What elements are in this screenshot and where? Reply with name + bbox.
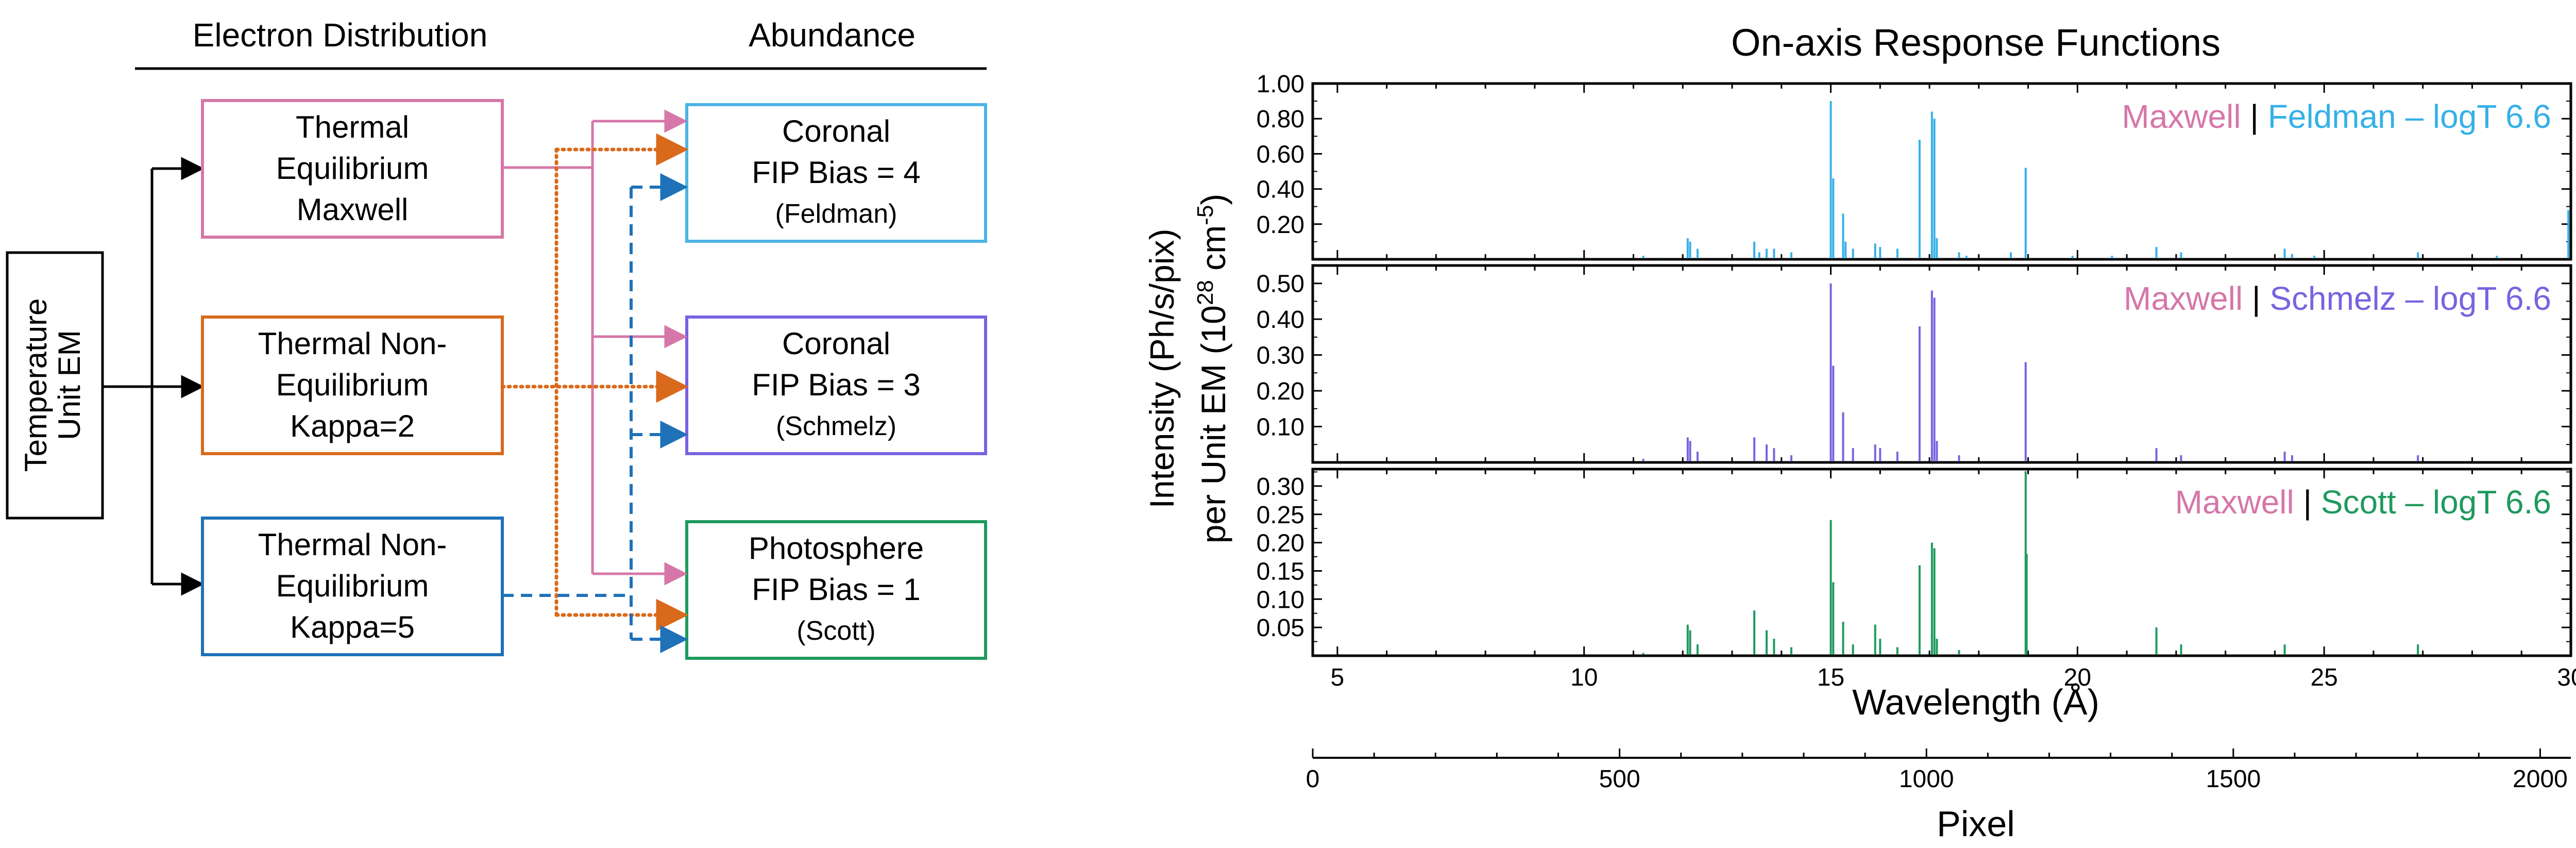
x-tick-label: 5 <box>1331 664 1345 691</box>
pixel-tick-label: 2000 <box>2513 766 2568 793</box>
y-tick-label: 0.10 <box>1257 586 1304 613</box>
maxwell-line1: Thermal <box>296 110 409 144</box>
panel-legend: Maxwell | Scott – logT 6.6 <box>2175 484 2551 521</box>
spectrum-1 <box>1573 101 2570 258</box>
kappa2-line3: Kappa=2 <box>290 409 415 443</box>
y-tick-label: 0.50 <box>1257 271 1304 298</box>
flow-diagram: Electron Distribution Abundance Temperat… <box>6 16 987 660</box>
kappa2-line2: Equilibrium <box>276 368 429 402</box>
feldman-line2: FIP Bias = 4 <box>752 155 920 190</box>
maxwell-connectors <box>502 109 688 586</box>
response-chart: On-axis Response Functions Intensity (Ph… <box>1143 21 2576 844</box>
feldman-line1: Coronal <box>782 114 890 148</box>
y-tick-label: 0.40 <box>1257 176 1304 204</box>
y-tick-label: 0.20 <box>1257 378 1304 405</box>
y-tick-label: 1.00 <box>1257 71 1304 98</box>
y-axis-label-line2: per Unit EM (1028 cm-5) <box>1193 194 1232 544</box>
schmelz-line3: (Schmelz) <box>776 411 896 441</box>
x-tick-label: 30 <box>2557 664 2576 691</box>
y-axis-label: Intensity (Ph/s/pix) per Unit EM (1028 c… <box>1143 194 1232 544</box>
y-tick-label: 0.30 <box>1257 342 1304 370</box>
kappa5-connectors <box>502 173 688 653</box>
legend-maxwell: Maxwell <box>2175 484 2303 521</box>
legend-maxwell: Maxwell <box>2122 98 2250 135</box>
y-tick-label: 0.25 <box>1257 502 1304 529</box>
panel-1: 0.20 0.40 0.60 0.80 1.00 Maxwell | Feldman – … <box>1257 71 2572 261</box>
header-electron-distribution: Electron Distribution <box>193 16 488 54</box>
x-axis: 5 10 15 20 25 30 <box>1331 664 2576 691</box>
y-tick-label: 0.20 <box>1257 530 1304 557</box>
y-axis-label-line1: Intensity (Ph/s/pix) <box>1143 229 1181 509</box>
legend-separator: | <box>2250 98 2267 135</box>
source-label-line2: Unit EM <box>52 330 87 440</box>
x-axis-label: Wavelength (Å) <box>1852 682 2099 722</box>
pixel-axis: 0 500 1000 1500 2000 <box>1306 749 2571 793</box>
distribution-kappa2: Thermal Non- Equilibrium Kappa=2 <box>201 315 504 455</box>
y-tick-label: 0.05 <box>1257 614 1304 642</box>
source-branches <box>103 157 205 596</box>
chart-title: On-axis Response Functions <box>1731 21 2221 64</box>
x-tick-label: 20 <box>2064 664 2091 691</box>
panel-3: 0.050.100.150.200.250.30 Maxwell | Scott … <box>1257 468 2572 657</box>
x-tick-label: 15 <box>1817 664 1844 691</box>
spectrum-3 <box>1642 471 2419 655</box>
pixel-tick-label: 1500 <box>2206 766 2261 793</box>
legend-separator: | <box>2303 484 2321 521</box>
pixel-tick-label: 0 <box>1306 766 1320 793</box>
distribution-maxwell: Thermal Equilibrium Maxwell <box>201 99 504 239</box>
schmelz-line2: FIP Bias = 3 <box>752 368 920 402</box>
y-tick-label: 0.30 <box>1257 473 1304 501</box>
panels: 0.20 0.40 0.60 0.80 1.00 Maxwell | Feldman – … <box>1257 71 2572 657</box>
legend-series: Scott – logT 6.6 <box>2321 484 2551 521</box>
pixel-tick-label: 1000 <box>1899 766 1954 793</box>
kappa5-line2: Equilibrium <box>276 569 429 603</box>
feldman-line3: (Feldman) <box>775 199 897 229</box>
y-tick-label: 0.40 <box>1257 306 1304 334</box>
y-tick-label: 0.20 <box>1257 211 1304 239</box>
legend-series: Schmelz – logT 6.6 <box>2269 280 2551 317</box>
x-tick-label: 25 <box>2310 664 2337 691</box>
distribution-kappa5: Thermal Non- Equilibrium Kappa=5 <box>201 517 504 656</box>
maxwell-line3: Maxwell <box>297 192 409 227</box>
kappa5-line3: Kappa=5 <box>290 610 415 644</box>
pixel-tick-label: 500 <box>1599 766 1640 793</box>
scott-line1: Photosphere <box>749 531 924 566</box>
legend-series: Feldman – logT 6.6 <box>2268 98 2551 135</box>
x-tick-label: 10 <box>1570 664 1598 691</box>
pixel-axis-label: Pixel <box>1937 804 2015 844</box>
panel-frame <box>1311 264 2572 464</box>
schmelz-line1: Coronal <box>782 326 890 361</box>
kappa5-line1: Thermal Non- <box>258 527 447 562</box>
abundance-schmelz: Coronal FIP Bias = 3 (Schmelz) <box>685 315 987 455</box>
y-tick-label: 0.80 <box>1257 106 1304 133</box>
kappa2-connectors <box>500 133 689 631</box>
abundance-feldman: Coronal FIP Bias = 4 (Feldman) <box>685 103 987 243</box>
y-tick-label: 0.10 <box>1257 414 1304 441</box>
abundance-scott: Photosphere FIP Bias = 1 (Scott) <box>685 520 987 660</box>
header-abundance: Abundance <box>749 16 916 54</box>
maxwell-line2: Equilibrium <box>276 151 429 186</box>
kappa2-line1: Thermal Non- <box>258 326 447 361</box>
source-label-line1: Temperature <box>19 298 53 472</box>
panel-legend: Maxwell | Feldman – logT 6.6 <box>2122 98 2551 135</box>
scott-line3: (Scott) <box>796 616 875 646</box>
spectrum-2 <box>1642 283 2419 461</box>
y-tick-label: 0.60 <box>1257 141 1304 168</box>
y-tick-label: 0.15 <box>1257 558 1304 585</box>
legend-maxwell: Maxwell <box>2124 280 2252 317</box>
panel-frame <box>1311 468 2572 657</box>
scott-line2: FIP Bias = 1 <box>752 572 920 607</box>
panel-2: 0.10 0.20 0.30 0.40 0.50 Maxwell | Schmelz – … <box>1257 264 2572 464</box>
panel-legend: Maxwell | Schmelz – logT 6.6 <box>2124 280 2551 317</box>
legend-separator: | <box>2252 280 2269 317</box>
